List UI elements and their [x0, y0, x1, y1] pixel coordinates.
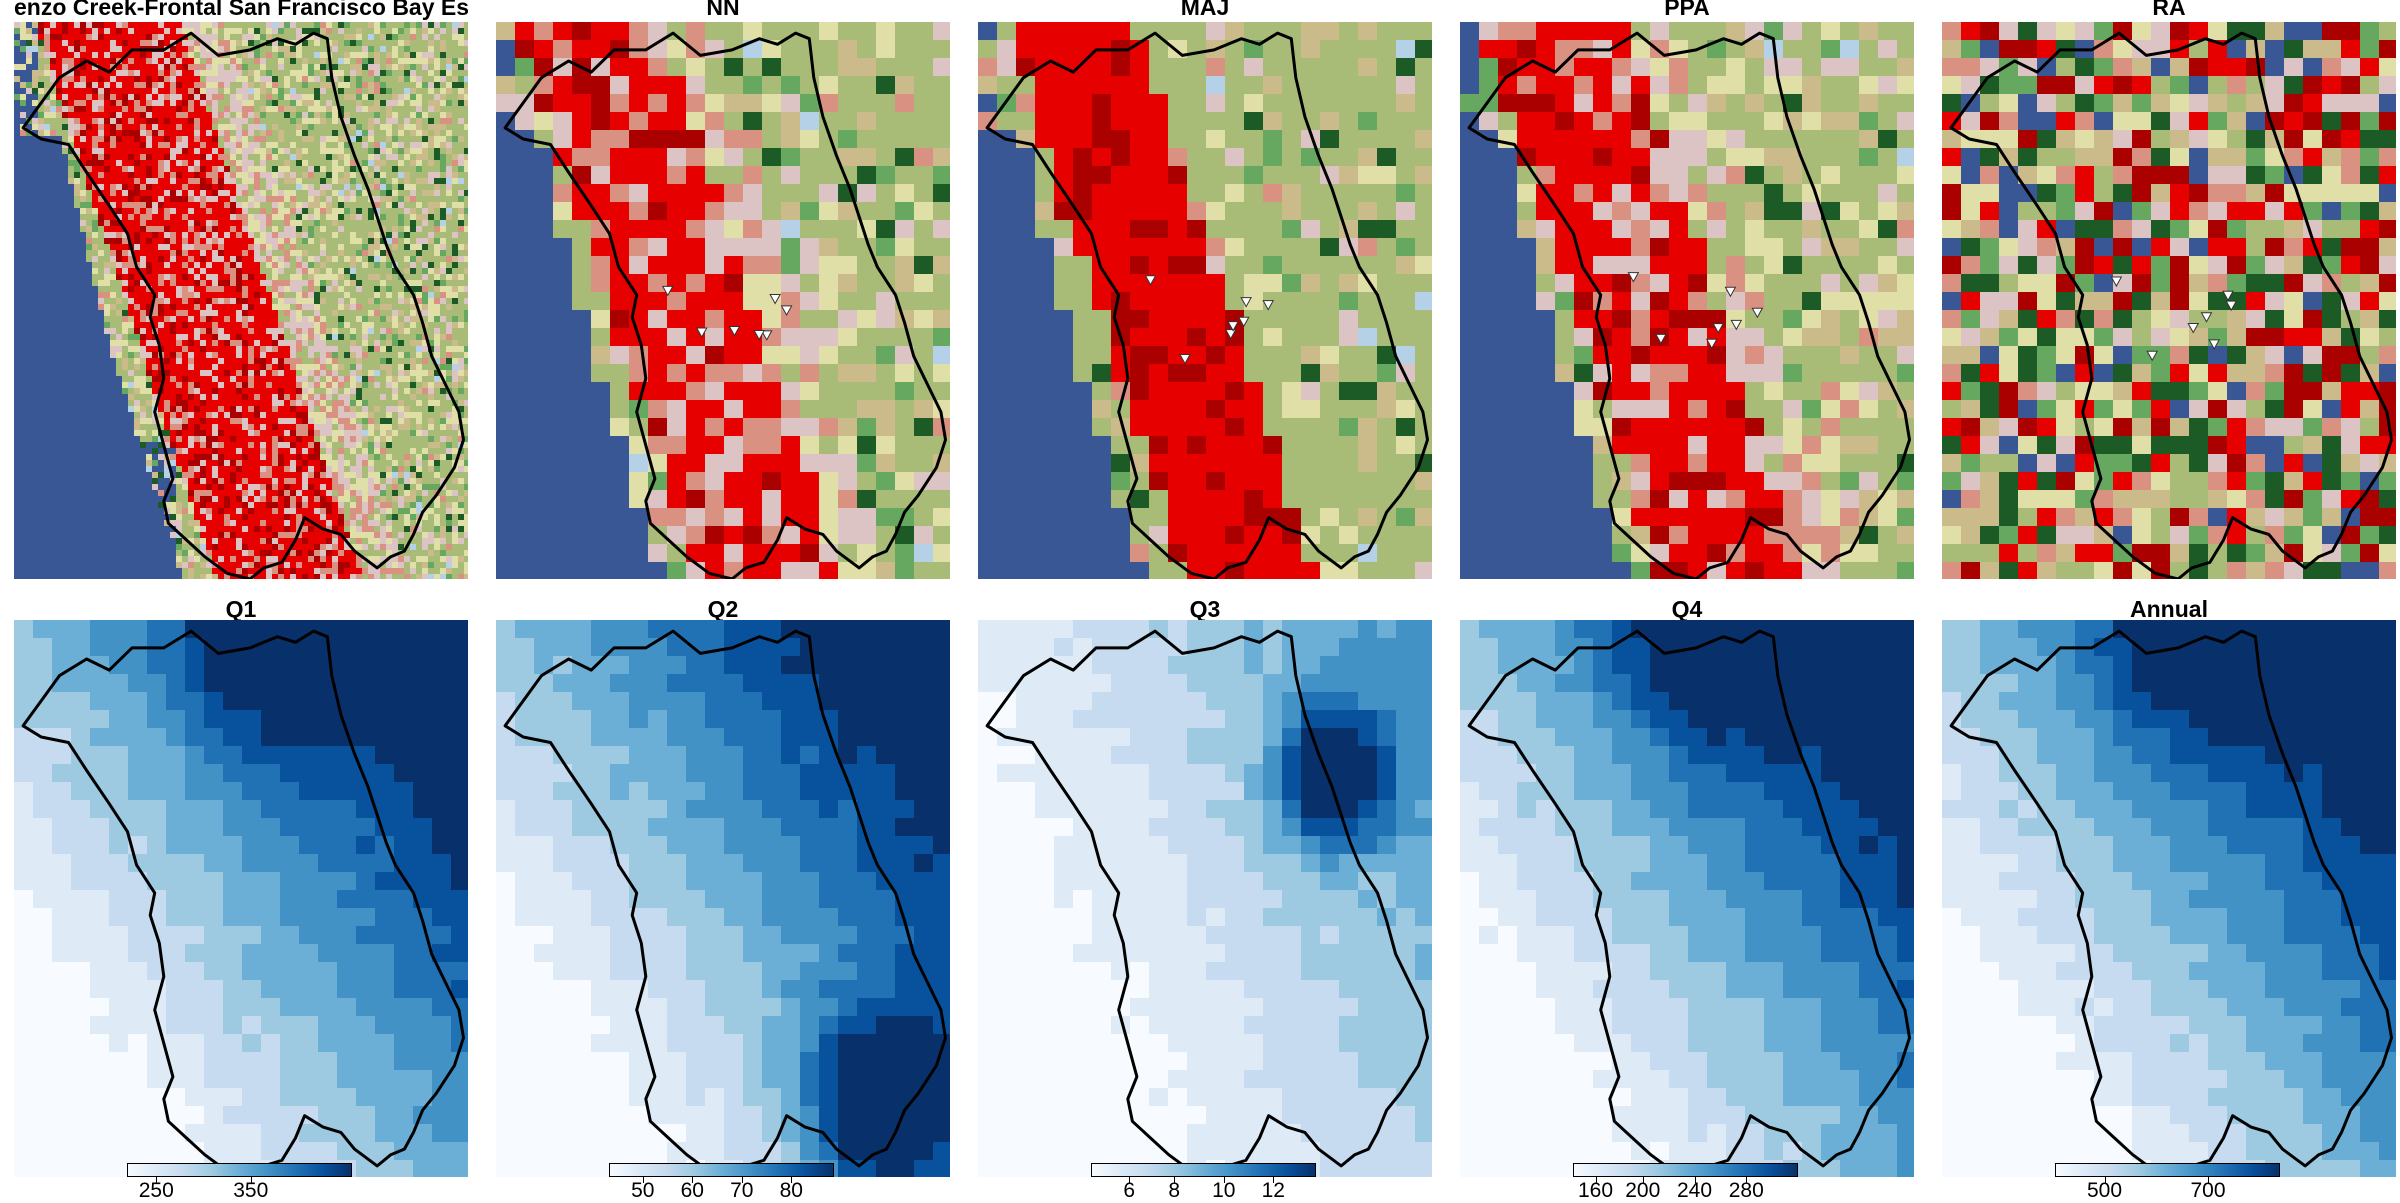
map-canvas [496, 620, 950, 1177]
panel-title: Annual [1942, 596, 2396, 622]
colorbar-tick-label: 8 [1168, 1179, 1180, 1203]
colorbar-tick-label: 250 [139, 1179, 174, 1203]
colorbar-tick-label: 240 [1677, 1179, 1712, 1203]
panel-title: Q2 [496, 596, 950, 622]
map-q3 [978, 620, 1432, 1177]
colorbar-gradient [2055, 1163, 2280, 1177]
colorbar-gradient [1573, 1163, 1798, 1177]
colorbar-tick-label: 50 [631, 1179, 654, 1203]
colorbar-tick-label: 200 [1625, 1179, 1660, 1203]
colorbar-tick-label: 6 [1123, 1179, 1135, 1203]
map-canvas [978, 620, 1432, 1177]
map-annual [1942, 620, 2396, 1177]
colorbar-gradient [609, 1163, 834, 1177]
colorbar-tick-label: 70 [730, 1179, 753, 1203]
map-canvas [1460, 620, 1914, 1177]
colorbar-tick-label: 280 [1729, 1179, 1764, 1203]
colorbar-tick-label: 160 [1578, 1179, 1613, 1203]
map-q1 [14, 620, 468, 1177]
map-canvas [1942, 620, 2396, 1177]
colorbar-tick-label: 10 [1212, 1179, 1235, 1203]
map-q2 [496, 620, 950, 1177]
colorbar-tick-label: 350 [233, 1179, 268, 1203]
colorbar-tick-label: 60 [681, 1179, 704, 1203]
colorbar-tick-label: 12 [1262, 1179, 1285, 1203]
colorbar-gradient [127, 1163, 352, 1177]
colorbar-gradient [1091, 1163, 1316, 1177]
map-q4 [1460, 620, 1914, 1177]
colorbar-tick-label: 80 [780, 1179, 803, 1203]
map-canvas [14, 620, 468, 1177]
panel-title: Q3 [978, 596, 1432, 622]
colorbar-tick-label: 700 [2190, 1179, 2225, 1203]
colorbar-tick-label: 500 [2087, 1179, 2122, 1203]
panel-title: Q1 [14, 596, 468, 622]
panel-title: Q4 [1460, 596, 1914, 622]
